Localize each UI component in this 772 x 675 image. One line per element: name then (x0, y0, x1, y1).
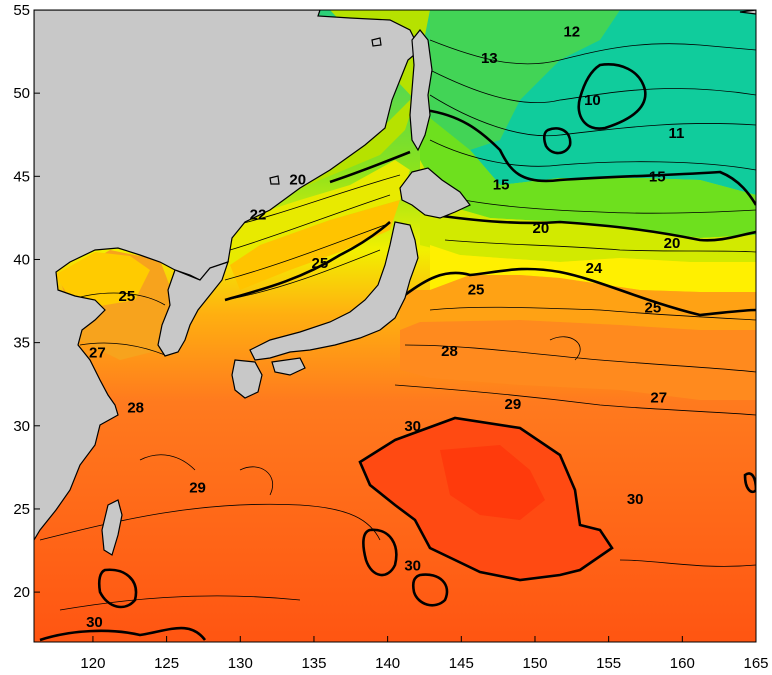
kyushu (231, 359, 263, 399)
contour-25-japan-sea (224, 221, 391, 302)
shikoku (271, 357, 306, 376)
island-2 (371, 37, 382, 47)
contour-30-blob-c (97, 568, 138, 609)
y-tick-label: 30 (13, 418, 30, 435)
y-tick-label: 25 (13, 501, 30, 518)
asia-mainland (34, 10, 421, 542)
contour-label: 29 (505, 396, 522, 413)
contour-label: 30 (86, 614, 103, 631)
contour-label: 15 (493, 177, 510, 194)
contour-25 (404, 267, 756, 317)
sst-band-13 (430, 10, 620, 150)
kamchatka-tip (739, 10, 756, 15)
korea-peninsula (157, 261, 229, 357)
contour-label: 30 (627, 491, 644, 508)
sst-band-sea-japan-25 (230, 200, 400, 290)
contour-label: 25 (118, 288, 135, 305)
sst-band-24 (430, 245, 756, 292)
sst-band-25 (400, 275, 756, 330)
y-tick-label: 35 (13, 335, 30, 352)
x-axis: 120 125 130 135 140 145 150 155 160 165 (80, 636, 769, 672)
contour-label: 12 (563, 24, 580, 41)
x-tick-label: 140 (375, 655, 400, 672)
x-tick-label: 130 (228, 655, 253, 672)
taiwan (101, 499, 123, 556)
y-tick-label: 45 (13, 168, 30, 185)
y-tick-label: 40 (13, 251, 30, 268)
island-1 (269, 175, 280, 185)
contour-label: 22 (250, 207, 267, 224)
y-tick-label: 55 (13, 2, 30, 19)
contour-30-blob-a (362, 528, 398, 577)
contour-label: 28 (127, 399, 144, 416)
sst-band-yellow-sea-inner (55, 252, 150, 306)
x-tick-label: 135 (301, 655, 326, 672)
sst-band-sea-japan-22 (230, 160, 410, 265)
bold-contours (39, 63, 756, 642)
sakhalin (409, 29, 433, 152)
land (34, 10, 756, 556)
x-tick-label: 160 (670, 655, 695, 672)
contour-label: 25 (468, 281, 485, 298)
contour-30-right (743, 472, 756, 494)
x-tick-label: 165 (743, 655, 768, 672)
plot-area (34, 10, 756, 642)
contour-label: 20 (533, 220, 550, 237)
contour-20 (434, 213, 756, 242)
x-tick-label: 145 (449, 655, 474, 672)
contour-15 (424, 108, 756, 206)
x-tick-label: 125 (154, 655, 179, 672)
contour-label: 24 (586, 260, 603, 277)
sst-band-20 (420, 160, 756, 262)
x-tick-label: 120 (80, 655, 105, 672)
y-axis: 55 50 45 40 35 30 25 20 (13, 2, 40, 601)
warm-pool-31 (440, 445, 545, 520)
y-tick-label: 50 (13, 85, 30, 102)
contour-label: 27 (89, 345, 106, 362)
contour-10-small (542, 127, 572, 155)
contour-30-pool (358, 416, 614, 582)
thin-contours (39, 39, 756, 611)
contour-label: 25 (645, 300, 662, 317)
honshu (249, 221, 419, 361)
contour-label: 28 (441, 343, 458, 360)
contour-label: 11 (669, 125, 685, 142)
contour-label: 15 (649, 168, 666, 185)
contour-label: 25 (312, 255, 329, 272)
contour-labels: 12 13 10 11 20 15 15 22 20 20 25 24 25 25 25 27 28 28 27 29… (86, 24, 684, 631)
y-tick-label: 20 (13, 584, 30, 601)
contour-label: 30 (404, 418, 421, 435)
contour-label: 13 (481, 50, 498, 67)
contour-label: 27 (650, 390, 667, 407)
contour-label: 30 (404, 557, 421, 574)
contour-label: 20 (289, 172, 306, 189)
contour-30-bottom (39, 626, 207, 642)
plot-frame (33, 9, 757, 643)
contour-label: 20 (664, 235, 681, 252)
contour-30-blob-b (411, 573, 449, 607)
x-tick-label: 150 (522, 655, 547, 672)
contour-label: 29 (189, 479, 206, 496)
hokkaido (399, 167, 471, 219)
sst-band-28 (400, 320, 756, 400)
contour-20-japan-sea (329, 150, 411, 184)
contour-10 (577, 63, 647, 130)
x-tick-label: 155 (596, 655, 621, 672)
contour-label: 10 (584, 92, 601, 109)
